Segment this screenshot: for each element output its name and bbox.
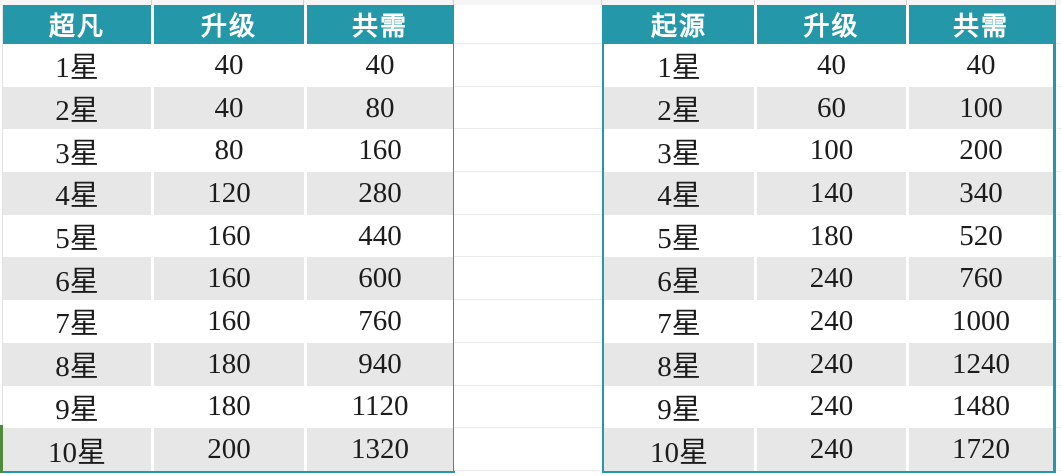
cell[interactable]: 240 bbox=[757, 300, 906, 343]
cell[interactable]: 600 bbox=[307, 257, 453, 301]
cell[interactable]: 440 bbox=[307, 214, 453, 258]
cell[interactable]: 40 bbox=[909, 44, 1053, 87]
cell[interactable]: 240 bbox=[757, 385, 906, 429]
gridline-tick bbox=[601, 0, 602, 5]
cell[interactable]: 1240 bbox=[909, 342, 1053, 386]
cell[interactable]: 40 bbox=[154, 44, 304, 87]
cell[interactable]: 200 bbox=[909, 129, 1053, 173]
cell[interactable]: 40 bbox=[154, 86, 304, 130]
cell[interactable]: 4星 bbox=[604, 172, 754, 215]
cell[interactable]: 100 bbox=[757, 129, 906, 173]
cell[interactable]: 1120 bbox=[307, 385, 453, 429]
cell[interactable]: 520 bbox=[909, 214, 1053, 258]
cell[interactable]: 80 bbox=[307, 86, 453, 130]
cell[interactable]: 80 bbox=[154, 129, 304, 173]
left-table-chaofan: 超凡 升级 共需 1星 40 40 2星 40 80 3星 80 160 4星 … bbox=[2, 5, 455, 473]
cell[interactable]: 8星 bbox=[3, 342, 151, 386]
header-cell[interactable]: 共需 bbox=[909, 5, 1053, 44]
cell[interactable]: 8星 bbox=[604, 342, 754, 386]
cell[interactable]: 5星 bbox=[604, 214, 754, 258]
cell[interactable]: 40 bbox=[757, 44, 906, 87]
header-cell[interactable]: 升级 bbox=[154, 5, 304, 44]
gridline-tick bbox=[1055, 0, 1056, 5]
cell[interactable]: 100 bbox=[909, 86, 1053, 130]
gridline-tick bbox=[453, 0, 454, 5]
cell[interactable]: 240 bbox=[757, 428, 906, 471]
cell[interactable]: 4星 bbox=[3, 172, 151, 215]
cell[interactable]: 6星 bbox=[3, 257, 151, 301]
cell[interactable]: 3星 bbox=[604, 129, 754, 173]
cell[interactable]: 180 bbox=[154, 385, 304, 429]
cell[interactable]: 6星 bbox=[604, 257, 754, 301]
cell[interactable]: 7星 bbox=[3, 300, 151, 343]
gridline-tick bbox=[906, 0, 907, 5]
cell[interactable]: 180 bbox=[154, 342, 304, 386]
cell[interactable]: 160 bbox=[154, 300, 304, 343]
header-cell[interactable]: 起源 bbox=[604, 5, 754, 44]
cell[interactable]: 9星 bbox=[3, 385, 151, 429]
cell[interactable]: 1000 bbox=[909, 300, 1053, 343]
cell[interactable]: 180 bbox=[757, 214, 906, 258]
cell[interactable]: 40 bbox=[307, 44, 453, 87]
cell[interactable]: 160 bbox=[154, 214, 304, 258]
cell[interactable]: 2星 bbox=[3, 86, 151, 130]
cell[interactable]: 340 bbox=[909, 172, 1053, 215]
cell[interactable]: 760 bbox=[307, 300, 453, 343]
cell[interactable]: 10星 bbox=[604, 428, 754, 471]
cell[interactable]: 1480 bbox=[909, 385, 1053, 429]
cell[interactable]: 280 bbox=[307, 172, 453, 215]
cell[interactable]: 1星 bbox=[604, 44, 754, 87]
right-table-qiyuan: 起源 升级 共需 1星 40 40 2星 60 100 3星 100 200 4… bbox=[602, 5, 1056, 473]
header-cell[interactable]: 超凡 bbox=[3, 5, 151, 44]
cell[interactable]: 240 bbox=[757, 342, 906, 386]
cell[interactable]: 1720 bbox=[909, 428, 1053, 471]
cell[interactable]: 1星 bbox=[3, 44, 151, 87]
cell[interactable]: 5星 bbox=[3, 214, 151, 258]
row-above-sliver bbox=[0, 0, 1061, 5]
cell[interactable]: 140 bbox=[757, 172, 906, 215]
cell[interactable]: 160 bbox=[307, 129, 453, 173]
header-cell[interactable]: 共需 bbox=[307, 5, 453, 44]
cell[interactable]: 2星 bbox=[604, 86, 754, 130]
gridline-tick bbox=[303, 0, 304, 5]
cell[interactable]: 120 bbox=[154, 172, 304, 215]
header-cell[interactable]: 升级 bbox=[757, 5, 906, 44]
cell[interactable]: 10星 bbox=[3, 428, 151, 471]
cell[interactable]: 3星 bbox=[3, 129, 151, 173]
cell[interactable]: 760 bbox=[909, 257, 1053, 301]
cell[interactable]: 160 bbox=[154, 257, 304, 301]
cell[interactable]: 200 bbox=[154, 428, 304, 471]
cell[interactable]: 240 bbox=[757, 257, 906, 301]
cell[interactable]: 60 bbox=[757, 86, 906, 130]
cell[interactable]: 1320 bbox=[307, 428, 453, 471]
right-edge-sliver bbox=[1057, 5, 1061, 471]
cell[interactable]: 7星 bbox=[604, 300, 754, 343]
gridline-tick bbox=[151, 0, 152, 5]
empty-column[interactable] bbox=[454, 5, 602, 471]
gridline-tick bbox=[754, 0, 755, 5]
cell[interactable]: 940 bbox=[307, 342, 453, 386]
cell[interactable]: 9星 bbox=[604, 385, 754, 429]
selection-edge-indicator bbox=[0, 425, 3, 473]
